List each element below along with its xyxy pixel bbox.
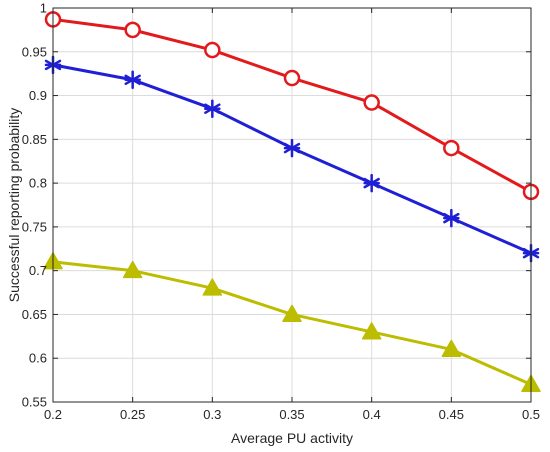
x-tick-label: 0.35 bbox=[279, 407, 304, 422]
data-point bbox=[283, 69, 301, 87]
y-tick-label: 0.7 bbox=[29, 263, 47, 278]
data-point bbox=[283, 138, 301, 158]
data-point bbox=[282, 304, 302, 322]
data-point bbox=[204, 41, 221, 59]
y-tick-label: 0.65 bbox=[22, 307, 47, 322]
x-axis-label: Average PU activity bbox=[231, 430, 353, 446]
series-circle bbox=[44, 11, 540, 201]
data-point bbox=[122, 260, 143, 279]
data-point bbox=[441, 339, 462, 357]
data-point bbox=[363, 94, 380, 111]
y-tick-label: 1 bbox=[40, 1, 47, 16]
data-point bbox=[204, 99, 221, 118]
y-tick-label: 0.75 bbox=[22, 219, 47, 234]
data-point bbox=[124, 21, 141, 39]
x-tick-label: 0.2 bbox=[44, 407, 62, 422]
y-tick-label: 0.85 bbox=[22, 132, 47, 147]
y-tick-label: 0.9 bbox=[29, 88, 47, 103]
y-tick-label: 0.8 bbox=[29, 176, 47, 191]
y-tick-label: 0.55 bbox=[22, 395, 47, 410]
y-tick-label: 0.95 bbox=[22, 44, 47, 59]
x-tick-label: 0.4 bbox=[363, 407, 381, 422]
axis-ticks: 0.2 0.25 0.3 0.35 0.4 0.45 0.5 0.55 0.6 0.65 0.7 0.… bbox=[22, 1, 540, 423]
data-point bbox=[363, 173, 380, 193]
data-point bbox=[443, 139, 460, 157]
series-asterisk bbox=[44, 55, 540, 263]
data-point bbox=[361, 322, 382, 340]
data-point bbox=[124, 70, 141, 90]
y-tick-label: 0.6 bbox=[29, 351, 47, 366]
x-tick-label: 0.45 bbox=[439, 407, 464, 422]
data-point bbox=[202, 278, 223, 296]
data-point bbox=[443, 208, 460, 228]
x-tick-label: 0.3 bbox=[203, 407, 221, 422]
y-axis-label: Successful reporting probability bbox=[6, 108, 22, 303]
x-tick-label: 0.5 bbox=[522, 407, 540, 422]
series-layer bbox=[43, 11, 541, 392]
x-tick-label: 0.25 bbox=[120, 407, 145, 422]
